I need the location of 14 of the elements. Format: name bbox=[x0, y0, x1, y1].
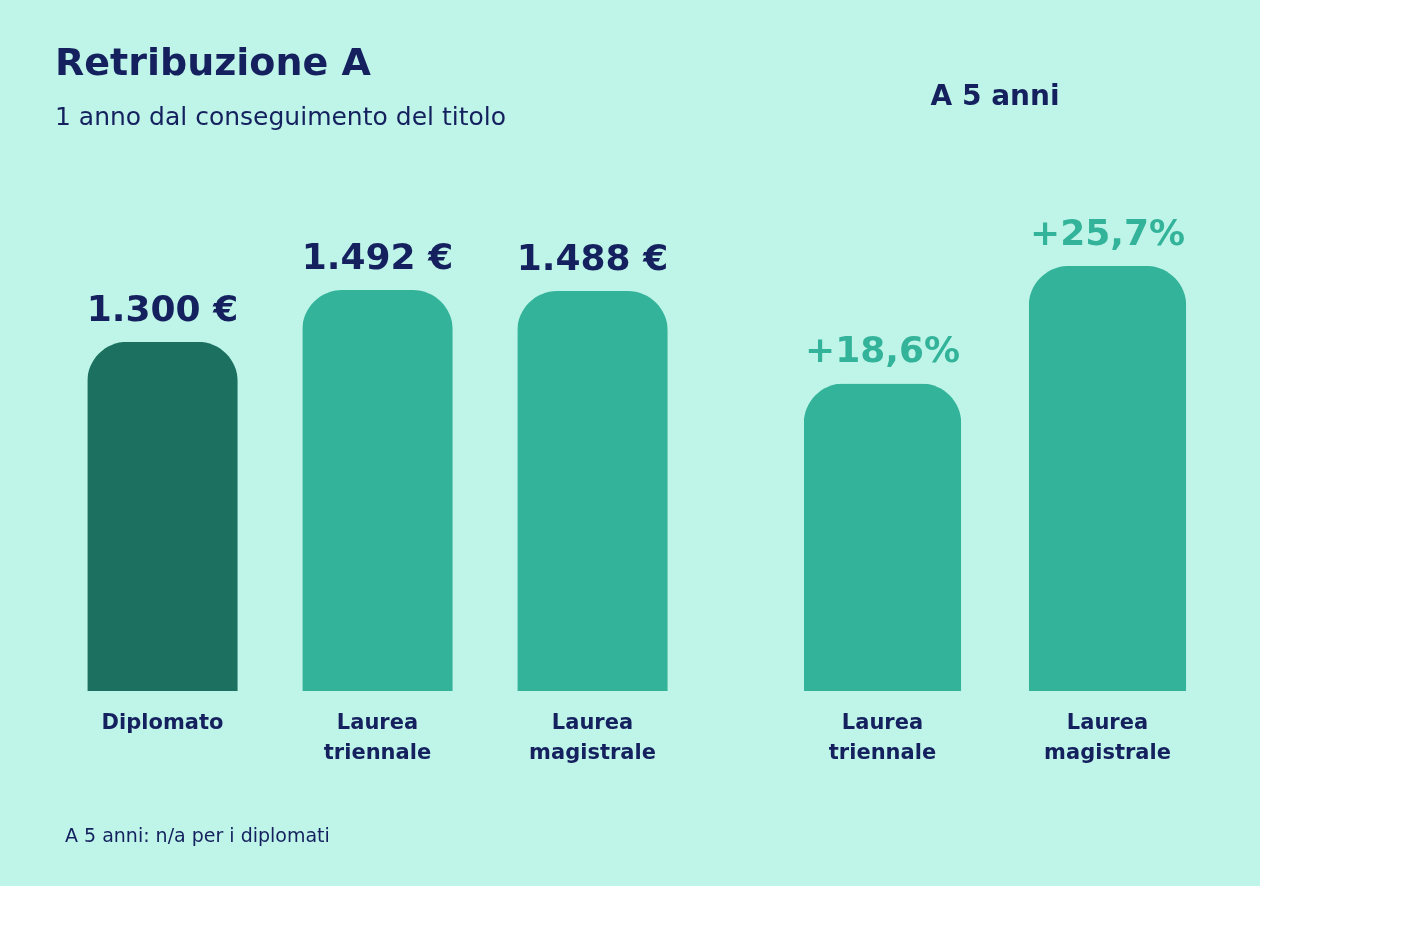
data-label: 1.492 € bbox=[301, 236, 454, 278]
data-label: 1.488 € bbox=[516, 237, 669, 279]
x-tick-label: Laurea triennale bbox=[828, 709, 937, 764]
data-label: +25,7% bbox=[1029, 211, 1186, 253]
data-label: +18,6% bbox=[804, 329, 961, 371]
x-tick-label: Laurea magistrale bbox=[529, 709, 656, 764]
x-tick-label: Diplomato bbox=[101, 709, 224, 734]
chart-title: A 5 anni bbox=[930, 78, 1060, 112]
chart-subtitle: 1 anno dal conseguimento del titolo bbox=[55, 102, 506, 132]
x-tick-label: Laurea triennale bbox=[323, 709, 432, 764]
x-tick-label: Laurea magistrale bbox=[1044, 709, 1171, 764]
data-label: 1.300 € bbox=[86, 287, 239, 329]
chart-title: Retribuzione A bbox=[55, 40, 372, 85]
text: A 5 anni: n/a per i diplomati bbox=[65, 824, 330, 846]
